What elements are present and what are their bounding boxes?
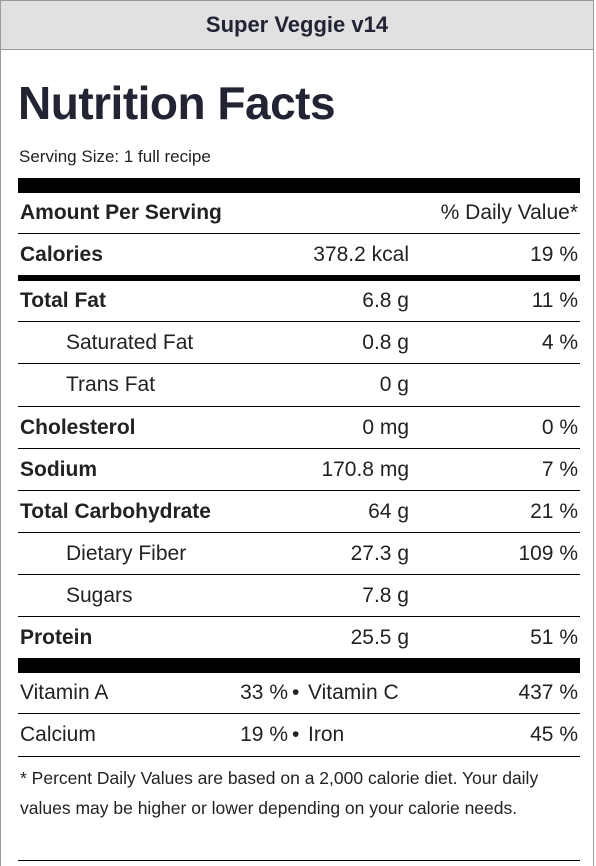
nutrient-name: Cholesterol xyxy=(20,416,136,439)
row-divider xyxy=(18,448,580,449)
nutrient-row-sugars: Sugars 7.8 g xyxy=(18,576,580,616)
nutrient-amount: 64 g xyxy=(368,500,409,523)
medium-divider xyxy=(18,275,580,281)
row-divider xyxy=(18,406,580,407)
row-divider xyxy=(18,713,580,714)
nutrient-daily-value: 19 % xyxy=(530,243,578,266)
row-divider xyxy=(18,321,580,322)
nutrient-daily-value: 21 % xyxy=(530,500,578,523)
vitamin-value: 45 % xyxy=(530,723,578,746)
nutrient-amount: 0.8 g xyxy=(362,331,409,354)
row-divider xyxy=(18,532,580,533)
vitamin-name: Vitamin A xyxy=(20,681,109,704)
row-divider xyxy=(18,363,580,364)
vitamin-row: Vitamin A 33 % • Vitamin C 437 % xyxy=(18,673,580,713)
nutrient-amount: 0 g xyxy=(379,373,409,396)
nutrient-amount: 170.8 mg xyxy=(321,458,409,481)
label-title: Super Veggie v14 xyxy=(205,12,389,37)
nutrient-daily-value: 109 % xyxy=(518,542,578,565)
nutrient-name: Total Carbohydrate xyxy=(20,500,211,523)
nutrient-name: Calories xyxy=(20,243,103,266)
nutrient-row-cholesterol: Cholesterol 0 mg 0 % xyxy=(18,408,580,448)
nutrient-amount: 6.8 g xyxy=(362,289,409,312)
nutrient-amount: 0 mg xyxy=(362,416,409,439)
bullet-separator: • xyxy=(292,681,300,704)
nutrient-row-trans-fat: Trans Fat 0 g xyxy=(18,365,580,405)
vitamin-value: 33 % xyxy=(240,681,288,704)
nutrient-name: Total Fat xyxy=(20,289,106,312)
daily-value-header: % Daily Value* xyxy=(440,201,578,224)
nutrient-amount: 378.2 kcal xyxy=(313,243,409,266)
nutrient-row-total-fat: Total Fat 6.8 g 11 % xyxy=(18,281,580,321)
nutrient-name: Sodium xyxy=(20,458,97,481)
daily-value-footnote: * Percent Daily Values are based on a 2,… xyxy=(20,768,539,818)
bottom-divider xyxy=(18,860,580,861)
nutrient-daily-value: 0 % xyxy=(541,416,578,439)
label-title-bar: Super Veggie v14 xyxy=(0,0,594,50)
nutrient-daily-value: 51 % xyxy=(530,626,578,649)
nutrient-amount: 25.5 g xyxy=(350,626,409,649)
nutrient-amount: 27.3 g xyxy=(350,542,409,565)
amount-per-serving-label: Amount Per Serving xyxy=(20,201,222,224)
vitamin-value: 19 % xyxy=(240,723,288,746)
nutrient-name: Sugars xyxy=(66,584,133,607)
nutrient-row-sodium: Sodium 170.8 mg 7 % xyxy=(18,450,580,490)
thick-divider xyxy=(18,178,580,193)
vitamin-name: Calcium xyxy=(20,723,96,746)
row-divider xyxy=(18,233,580,234)
nutrient-name: Dietary Fiber xyxy=(66,542,187,565)
nutrient-row-protein: Protein 25.5 g 51 % xyxy=(18,618,580,658)
serving-size: Serving Size: 1 full recipe xyxy=(19,147,211,166)
nutrient-name: Trans Fat xyxy=(66,373,156,396)
thick-divider xyxy=(18,658,580,673)
nutrient-daily-value: 4 % xyxy=(541,331,578,354)
nutrient-row-saturated-fat: Saturated Fat 0.8 g 4 % xyxy=(18,323,580,363)
nutrient-amount: 7.8 g xyxy=(362,584,409,607)
row-divider xyxy=(18,756,580,757)
vitamin-name: Vitamin C xyxy=(308,681,399,704)
nutrition-facts-heading: Nutrition Facts xyxy=(18,77,336,129)
amount-per-serving-row: Amount Per Serving % Daily Value* xyxy=(18,193,580,233)
vitamin-value: 437 % xyxy=(518,681,578,704)
nutrient-daily-value: 7 % xyxy=(541,458,578,481)
vitamin-name: Iron xyxy=(308,723,345,746)
nutrient-daily-value: 11 % xyxy=(531,289,578,312)
nutrient-row-calories: Calories 378.2 kcal 19 % xyxy=(18,235,580,275)
nutrient-row-total-carbohydrate: Total Carbohydrate 64 g 21 % xyxy=(18,492,580,532)
nutrition-panel xyxy=(0,50,594,866)
vitamin-row: Calcium 19 % • Iron 45 % xyxy=(18,715,580,755)
row-divider xyxy=(18,616,580,617)
nutrient-row-dietary-fiber: Dietary Fiber 27.3 g 109 % xyxy=(18,534,580,574)
row-divider xyxy=(18,490,580,491)
nutrient-name: Saturated Fat xyxy=(66,331,194,354)
bullet-separator: • xyxy=(292,723,300,746)
nutrient-name: Protein xyxy=(20,626,93,649)
row-divider xyxy=(18,574,580,575)
